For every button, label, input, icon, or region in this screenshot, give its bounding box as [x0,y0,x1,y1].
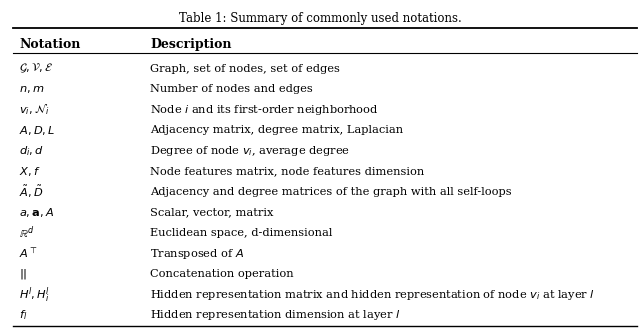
Text: Adjacency and degree matrices of the graph with all self-loops: Adjacency and degree matrices of the gra… [150,187,512,197]
Text: Node $i$ and its first-order neighborhood: Node $i$ and its first-order neighborhoo… [150,103,379,117]
Text: $\mathbb{R}^d$: $\mathbb{R}^d$ [19,225,35,241]
Text: Graph, set of nodes, set of edges: Graph, set of nodes, set of edges [150,64,340,74]
Text: $H^l, H^l_i$: $H^l, H^l_i$ [19,285,51,305]
Text: Notation: Notation [19,38,81,50]
Text: Transposed of $A$: Transposed of $A$ [150,247,244,261]
Text: Degree of node $v_i$, average degree: Degree of node $v_i$, average degree [150,144,351,158]
Text: $n, m$: $n, m$ [19,84,45,95]
Text: Number of nodes and edges: Number of nodes and edges [150,84,313,94]
Text: $\mathcal{G}, \mathcal{V}, \mathcal{E}$: $\mathcal{G}, \mathcal{V}, \mathcal{E}$ [19,62,54,75]
Text: $f_l$: $f_l$ [19,309,28,322]
Text: $d_i, d$: $d_i, d$ [19,144,44,158]
Text: Adjacency matrix, degree matrix, Laplacian: Adjacency matrix, degree matrix, Laplaci… [150,125,404,135]
Text: Hidden representation dimension at layer $l$: Hidden representation dimension at layer… [150,308,401,322]
Text: Description: Description [150,38,232,50]
Text: $\tilde{A}, \tilde{D}$: $\tilde{A}, \tilde{D}$ [19,184,44,200]
Text: Scalar, vector, matrix: Scalar, vector, matrix [150,208,274,218]
Text: Concatenation operation: Concatenation operation [150,269,294,279]
Text: $A^{\top}$: $A^{\top}$ [19,247,38,261]
Text: Euclidean space, d-dimensional: Euclidean space, d-dimensional [150,228,333,238]
Text: Hidden representation matrix and hidden representation of node $v_i$ at layer $l: Hidden representation matrix and hidden … [150,288,595,302]
Text: Node features matrix, node features dimension: Node features matrix, node features dime… [150,166,425,176]
Text: $A, D, L$: $A, D, L$ [19,124,56,137]
Text: $X, f$: $X, f$ [19,165,41,178]
Text: $v_i, \mathcal{N}_i$: $v_i, \mathcal{N}_i$ [19,103,49,117]
Text: $a, \mathbf{a}, A$: $a, \mathbf{a}, A$ [19,206,54,219]
Text: Table 1: Summary of commonly used notations.: Table 1: Summary of commonly used notati… [179,12,461,25]
Text: $||$: $||$ [19,267,28,281]
